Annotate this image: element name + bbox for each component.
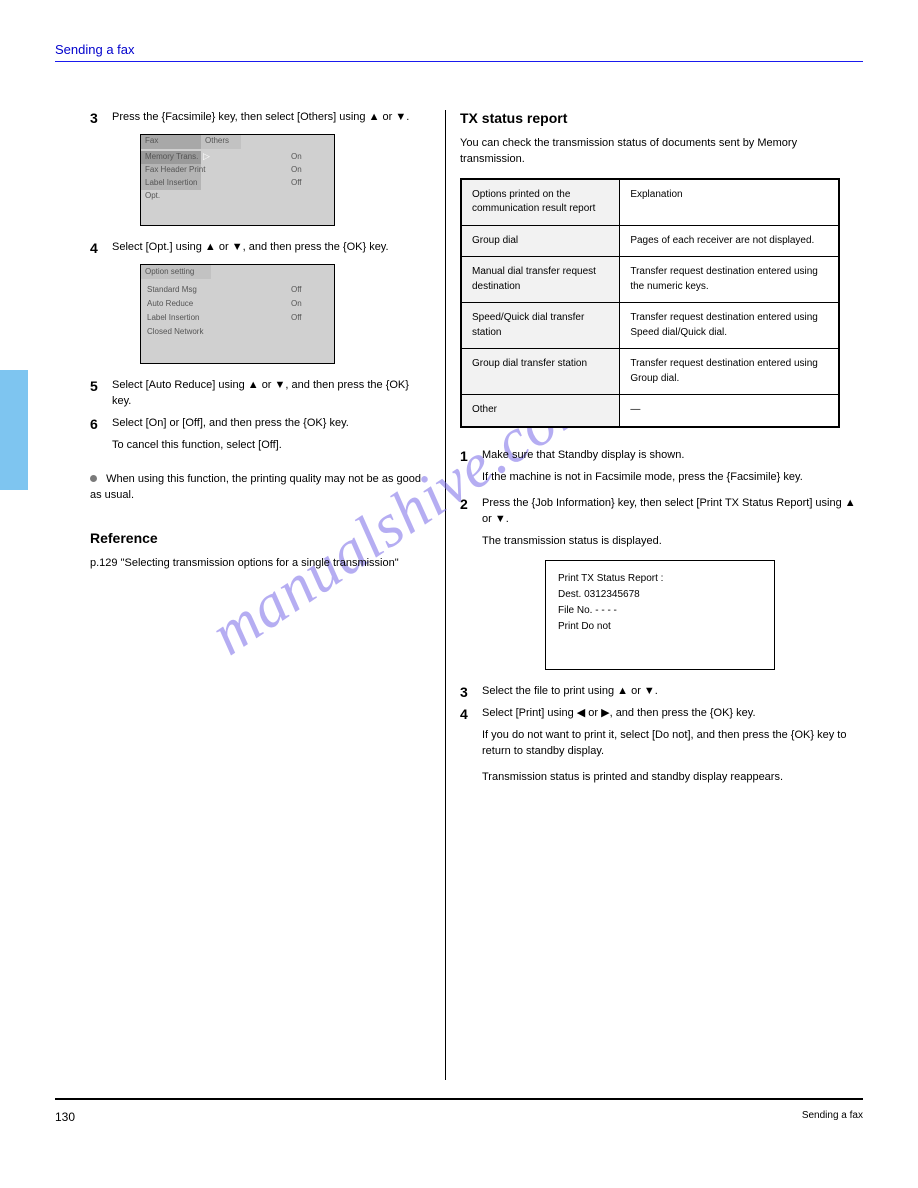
note-text: When using this function, the printing q…	[90, 473, 421, 501]
step-3: 3 Press the {Facsimile} key, then select…	[90, 110, 430, 126]
lcd-tab-label: Option setting	[145, 267, 194, 276]
reference-heading: Reference	[90, 530, 430, 546]
table-row: Options printed on the communication res…	[462, 179, 839, 225]
lcd-row-text: Fax Header Print	[145, 165, 205, 174]
step-text: Make sure that Standby display is shown.	[482, 448, 684, 464]
table-header-cell: Explanation	[620, 179, 839, 225]
lcd-cursor-icon: ▷	[203, 151, 210, 162]
column-divider	[445, 110, 446, 1080]
footer-page-number: 130	[55, 1110, 75, 1124]
lcd-row-val: On	[291, 165, 302, 174]
step-text: Select the file to print using ▲ or ▼.	[482, 684, 658, 700]
step-text: Press the {Job Information} key, then se…	[482, 496, 860, 528]
table-cell: Group dial	[462, 225, 620, 257]
tx-heading: TX status report	[460, 110, 860, 126]
lcd-row-text: Label Insertion	[147, 313, 199, 322]
step-4: 4 Select [Opt.] using ▲ or ▼, and then p…	[90, 240, 430, 256]
step-num: 5	[90, 378, 104, 410]
page-header: Sending a fax	[55, 42, 863, 57]
step-sub: Transmission status is printed and stand…	[482, 770, 860, 786]
status-line: File No. - - - -	[558, 603, 762, 619]
status-report-box: Print TX Status Report : Dest. 031234567…	[545, 560, 775, 670]
table-row: Group dial transfer station Transfer req…	[462, 349, 839, 395]
table-cell: Other	[462, 395, 620, 427]
step-3r: 3 Select the file to print using ▲ or ▼.	[460, 684, 860, 700]
table-cell: —	[620, 395, 839, 427]
table-cell: Transfer request destination entered usi…	[620, 257, 839, 303]
status-line: Dest. 0312345678	[558, 587, 762, 603]
step-1: 1 Make sure that Standby display is show…	[460, 448, 860, 464]
step-text: Select [Print] using ◀ or ▶, and then pr…	[482, 706, 756, 722]
table-cell: Transfer request destination entered usi…	[620, 303, 839, 349]
left-column: 3 Press the {Facsimile} key, then select…	[90, 110, 430, 582]
step-text: Select [Opt.] using ▲ or ▼, and then pre…	[112, 240, 389, 256]
step-num: 4	[90, 240, 104, 256]
footer-rule	[55, 1098, 863, 1100]
step-num: 3	[90, 110, 104, 126]
table-cell: Manual dial transfer request destination	[462, 257, 620, 303]
right-column: TX status report You can check the trans…	[460, 110, 860, 795]
reference-text: p.129 "Selecting transmission options fo…	[90, 556, 430, 572]
status-line: Print TX Status Report :	[558, 571, 762, 587]
table-row: Speed/Quick dial transfer station Transf…	[462, 303, 839, 349]
step-6: 6 Select [On] or [Off], and then press t…	[90, 416, 430, 432]
step-text: Press the {Facsimile} key, then select […	[112, 110, 409, 126]
note-line: When using this function, the printing q…	[90, 472, 430, 504]
table-cell: Speed/Quick dial transfer station	[462, 303, 620, 349]
lcd-row-val: On	[291, 152, 302, 161]
step-num: 2	[460, 496, 474, 528]
step-sub: If you do not want to print it, select […	[482, 728, 860, 760]
lcd-row-val: On	[291, 299, 302, 308]
step-sub: To cancel this function, select [Off].	[112, 438, 430, 454]
lcd-tab-label: Others	[205, 136, 229, 145]
side-tab: Sending a fax	[0, 370, 28, 490]
step-sub: If the machine is not in Facsimile mode,…	[482, 470, 860, 486]
lcd-screen-2: Option setting Standard Msg Auto Reduce …	[140, 264, 335, 364]
step-num: 4	[460, 706, 474, 722]
table-row: Other —	[462, 395, 839, 427]
step-text: Select [Auto Reduce] using ▲ or ▼, and t…	[112, 378, 430, 410]
lcd-row-val: Off	[291, 285, 302, 294]
lcd-row-text: Auto Reduce	[147, 299, 193, 308]
step-2: 2 Press the {Job Information} key, then …	[460, 496, 860, 528]
table-row: Manual dial transfer request destination…	[462, 257, 839, 303]
lcd-row-text: Closed Network	[147, 327, 203, 336]
step-5: 5 Select [Auto Reduce] using ▲ or ▼, and…	[90, 378, 430, 410]
step-num: 3	[460, 684, 474, 700]
table-cell: Group dial transfer station	[462, 349, 620, 395]
tx-intro: You can check the transmission status of…	[460, 136, 860, 168]
step-text: Select [On] or [Off], and then press the…	[112, 416, 349, 432]
step-num: 1	[460, 448, 474, 464]
step-sub: The transmission status is displayed.	[482, 534, 860, 550]
step-4r: 4 Select [Print] using ◀ or ▶, and then …	[460, 706, 860, 722]
footer-section: Sending a fax	[802, 1110, 863, 1121]
lcd-row-val: Off	[291, 313, 302, 322]
lcd-row-text: Opt.	[145, 191, 160, 200]
table-cell: Pages of each receiver are not displayed…	[620, 225, 839, 257]
lcd-screen-1: Fax Others ▷ Memory Trans. Fax Header Pr…	[140, 134, 335, 226]
table-cell: Transfer request destination entered usi…	[620, 349, 839, 395]
step-num: 6	[90, 416, 104, 432]
table-row: Group dial Pages of each receiver are no…	[462, 225, 839, 257]
header-rule	[55, 61, 863, 62]
lcd-row-val: Off	[291, 178, 302, 187]
bullet-icon	[90, 475, 97, 482]
lcd-tab-label: Fax	[145, 136, 158, 145]
status-line: Print Do not	[558, 619, 762, 635]
lcd-row-text: Standard Msg	[147, 285, 197, 294]
lcd-row-text: Label Insertion	[145, 178, 197, 187]
tx-options-table: Options printed on the communication res…	[460, 178, 840, 428]
lcd-row-text: Memory Trans.	[145, 152, 198, 161]
table-header-cell: Options printed on the communication res…	[462, 179, 620, 225]
